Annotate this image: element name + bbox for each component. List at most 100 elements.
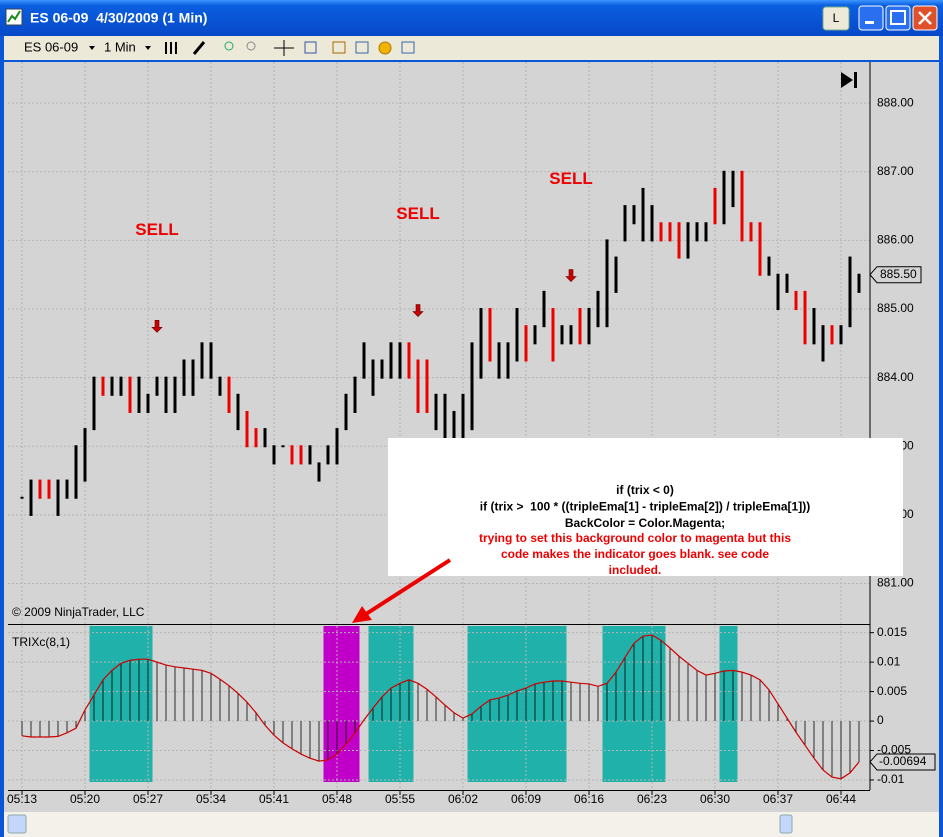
price-bar — [524, 325, 528, 362]
properties-icon[interactable] — [304, 41, 317, 54]
price-bar — [191, 359, 195, 396]
price-bar — [83, 428, 87, 482]
title-bar — [0, 0, 943, 36]
indicator-icon[interactable] — [355, 41, 369, 54]
price-bar — [848, 256, 852, 328]
price-bar — [704, 222, 708, 242]
crosshair-icon[interactable] — [274, 40, 294, 56]
price-bar — [398, 342, 402, 379]
price-bar — [92, 376, 96, 431]
y-tick-label: 884.00 — [877, 370, 914, 384]
annotation-box — [388, 438, 903, 576]
price-bar — [569, 325, 573, 345]
interval-dropdown[interactable]: 1 Min — [104, 39, 136, 54]
price-bar — [560, 325, 564, 345]
dropdown-arrow[interactable] — [145, 46, 151, 50]
price-bar — [767, 256, 771, 276]
annotation-arrowhead — [352, 606, 372, 623]
zoom-in-icon[interactable] — [224, 41, 234, 51]
price-bar — [461, 393, 465, 448]
x-tick-label: 05:41 — [259, 792, 289, 806]
x-tick-label: 05:20 — [70, 792, 100, 806]
price-bar — [128, 376, 132, 413]
price-bar — [245, 410, 249, 448]
x-tick-label: 06:23 — [637, 792, 667, 806]
x-tick-label: 06:09 — [511, 792, 541, 806]
sell-arrow — [565, 269, 577, 282]
last-value-marker — [869, 753, 936, 771]
price-bar — [164, 376, 168, 413]
instrument-dropdown[interactable]: ES 06-09 — [24, 39, 78, 54]
price-bar — [722, 170, 726, 225]
price-bar — [119, 376, 123, 396]
maximize-button[interactable] — [885, 5, 911, 31]
money-icon[interactable] — [378, 41, 392, 55]
dropdown-arrow[interactable] — [89, 46, 95, 50]
x-tick-label: 06:37 — [763, 792, 793, 806]
price-bar — [578, 308, 582, 345]
price-bar — [776, 273, 780, 311]
price-bar — [290, 445, 294, 465]
price-bar — [803, 290, 807, 345]
price-bar — [371, 359, 375, 396]
price-bar — [614, 256, 618, 293]
price-bar — [470, 342, 474, 431]
price-bar — [452, 410, 456, 448]
data-box-icon[interactable] — [401, 41, 415, 54]
x-tick-label: 05:34 — [196, 792, 226, 806]
signal-label: SELL — [549, 169, 592, 188]
scroll-left[interactable] — [7, 814, 27, 834]
price-bar — [686, 222, 690, 259]
price-bar — [200, 342, 204, 379]
x-tick-label: 06:44 — [826, 792, 856, 806]
scrollbar[interactable] — [4, 812, 939, 837]
y-tick-label: 887.00 — [877, 164, 914, 178]
price-bar — [839, 325, 843, 345]
price-bar — [137, 376, 141, 413]
price-bar — [308, 445, 312, 465]
price-bar — [74, 445, 78, 499]
price-bar — [182, 359, 186, 396]
draw-icon[interactable] — [192, 41, 206, 55]
price-bar — [110, 376, 114, 396]
price-bar — [416, 359, 420, 413]
price-bar — [47, 479, 51, 499]
sell-arrow — [151, 320, 163, 333]
price-bar — [821, 325, 825, 362]
price-bar — [587, 308, 591, 345]
zoom-out-icon[interactable] — [246, 41, 256, 51]
y-tick-label: 881.00 — [877, 576, 914, 590]
x-tick-label: 05:48 — [322, 792, 352, 806]
price-bar — [425, 359, 429, 413]
app-icon-graph — [7, 10, 21, 23]
lock-button-label[interactable]: L — [833, 11, 840, 25]
price-bar — [551, 308, 555, 362]
price-bar — [857, 273, 861, 293]
scroll-to-end[interactable] — [841, 72, 853, 88]
price-bar — [38, 479, 42, 499]
minimize-button[interactable] — [858, 5, 884, 31]
price-bar — [596, 290, 600, 328]
price-bar — [272, 445, 276, 465]
y-tick-label: 0.005 — [877, 684, 907, 698]
bars-icon[interactable] — [165, 42, 177, 54]
price-bar — [677, 222, 681, 259]
lock-button[interactable] — [822, 6, 850, 31]
y-tick-label: 0.015 — [877, 625, 907, 639]
price-bar — [650, 205, 654, 242]
background-zone — [719, 626, 738, 782]
price-bar — [515, 308, 519, 362]
strategy-icon[interactable] — [332, 41, 346, 54]
scroll-thumb[interactable] — [779, 814, 793, 834]
toolbar-icons — [165, 40, 415, 56]
price-bar — [380, 359, 384, 379]
note-code-line: BackColor = Color.Magenta; — [565, 516, 725, 530]
price-bar — [65, 479, 69, 499]
price-bar — [785, 273, 789, 293]
price-bar — [56, 479, 60, 516]
price-bar — [344, 393, 348, 431]
price-bar — [434, 393, 438, 431]
price-bar — [299, 445, 303, 465]
scroll-to-end-bar[interactable] — [854, 72, 857, 88]
sell-arrow — [412, 304, 424, 317]
